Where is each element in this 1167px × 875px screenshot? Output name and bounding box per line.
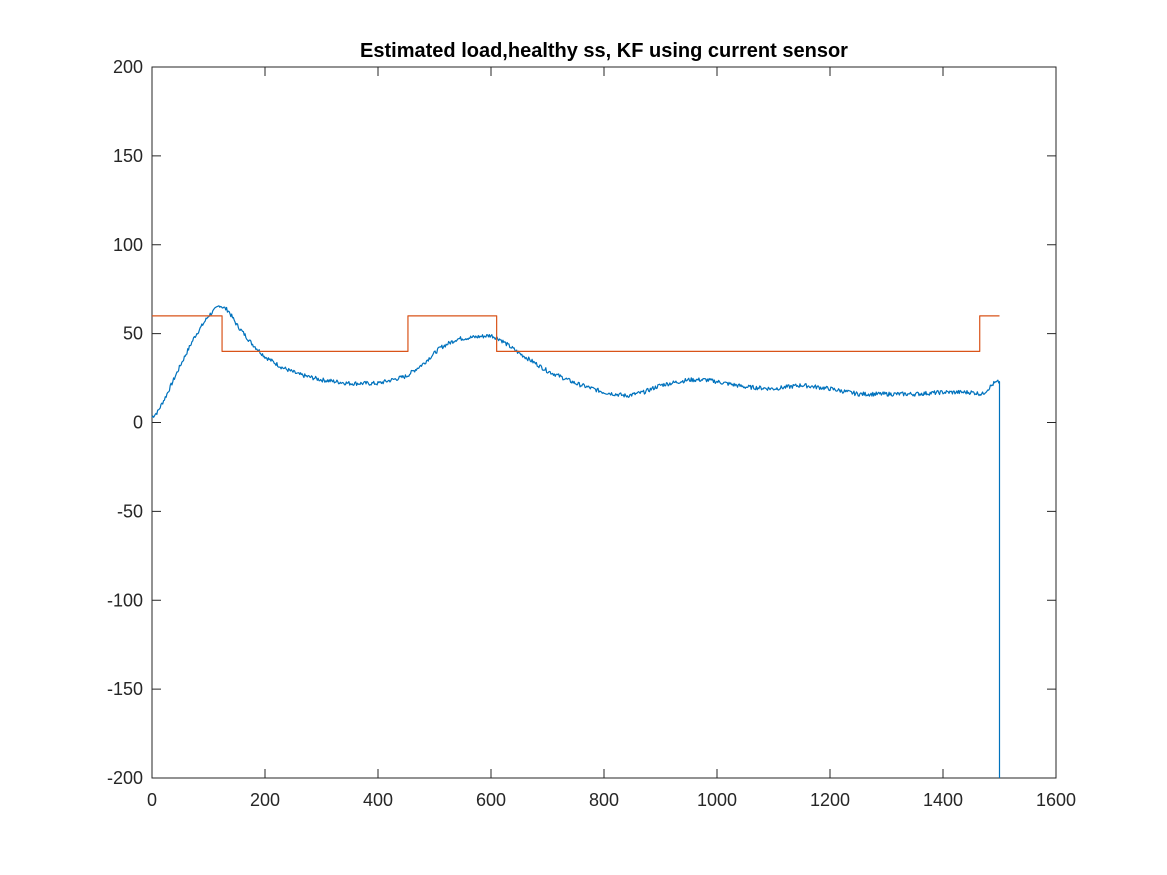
y-tick-label: 150 — [113, 146, 143, 166]
y-tick-label: -100 — [107, 590, 143, 610]
y-tick-label: -50 — [117, 501, 143, 521]
series-line-1 — [151, 305, 1001, 778]
y-tick-label: -150 — [107, 679, 143, 699]
x-tick-label: 800 — [589, 790, 619, 810]
y-tick-label: 100 — [113, 235, 143, 255]
x-tick-label: 200 — [250, 790, 280, 810]
tick-layer: 0 200 400 600 800 1000 1200 1400 1600-200-150-10… — [107, 57, 1076, 810]
x-tick-label: 600 — [476, 790, 506, 810]
y-tick-label: 200 — [113, 57, 143, 77]
series-layer — [151, 305, 1001, 778]
x-tick-label: 1000 — [697, 790, 737, 810]
x-tick-label: 1400 — [923, 790, 963, 810]
x-tick-label: 1200 — [810, 790, 850, 810]
axes-box — [151, 66, 1057, 779]
plot-area: 0 200 400 600 800 1000 1200 1400 1600-200-150-10… — [107, 57, 1076, 810]
y-tick-label: -200 — [107, 768, 143, 788]
x-tick-label: 400 — [363, 790, 393, 810]
y-tick-label: 50 — [123, 324, 143, 344]
x-tick-label: 0 — [147, 790, 157, 810]
x-tick-label: 1600 — [1036, 790, 1076, 810]
chart-title: Estimated load,healthy ss, KF using curr… — [360, 40, 848, 62]
y-tick-label: 0 — [133, 413, 143, 433]
series-line-2 — [152, 315, 1000, 352]
